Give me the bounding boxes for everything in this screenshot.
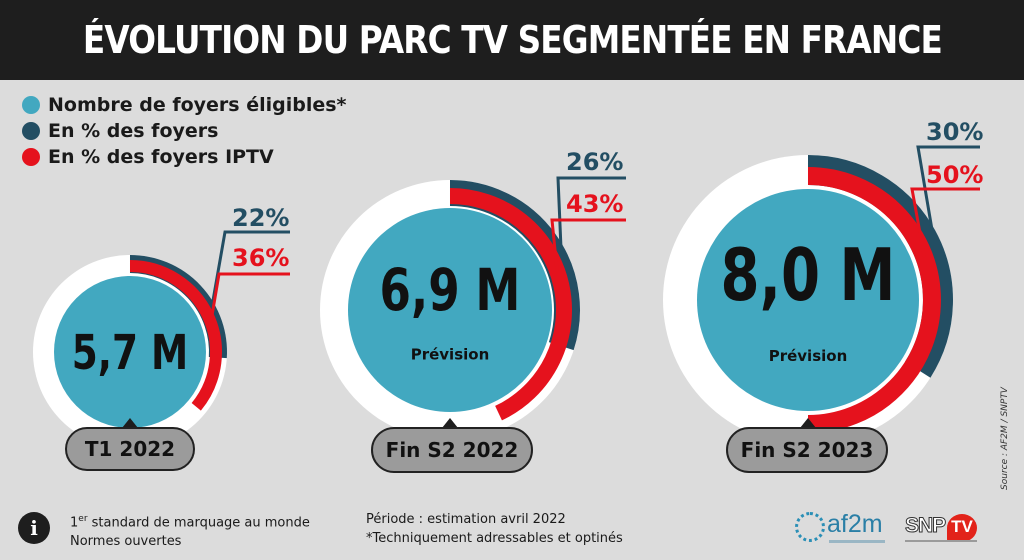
category-pointer [800,418,816,428]
prevision-label: Prévision [769,347,848,365]
legend-item-pct-foyers-iptv: En % des foyers IPTV [22,144,346,170]
value-label-foyers-eligibles: 5,7 M [72,325,189,381]
footer-standard-text: 1er standard de marquage au monde Normes… [70,510,310,551]
category-pill [371,427,533,473]
pct-foyers-iptv-label: 50% [926,161,983,189]
footer-normes-text: Normes ouvertes [70,534,182,550]
legend-dot-pct-foyers-iptv [22,148,40,166]
legend-dot-foyers-eligibles [22,96,40,114]
info-icon: i [18,512,50,544]
core-foyers-eligibles [697,189,919,411]
legend-dot-pct-foyers [22,122,40,140]
pct-foyers-iptv-label: 43% [566,190,623,218]
footer: i 1er standard de marquage au monde Norm… [0,500,1024,560]
footer-note: *Techniquement adressables et optinés [366,531,623,546]
donut-group-2: 6,9 M Prévision 26% 43% Fin S2 2022 [320,148,626,473]
value-label-foyers-eligibles: 6,9 M [380,258,521,325]
footer-standard-rest: standard de marquage au monde [87,515,310,531]
snptv-logo-tv: TV [951,517,973,536]
legend-label: En % des foyers [48,120,219,142]
snptv-logo-text: SNP [904,514,946,538]
source-note: Source : AF2M / SNPTV [1000,387,1010,490]
value-label-foyers-eligibles: 8,0 M [721,234,896,318]
donut-group-1: 5,7 M 22% 36% T1 2022 [33,204,290,471]
leader-line-pct-foyers-iptv [209,272,290,323]
af2m-logo: af2m [795,508,895,548]
snptv-logo-badge: TV [947,514,977,542]
core-foyers-eligibles [54,276,206,428]
legend-item-foyers-eligibles: Nombre de foyers éligibles* [22,92,346,118]
footer-standard-sup: er [78,514,88,524]
legend-label: Nombre de foyers éligibles* [48,94,347,116]
legend-label: En % des foyers IPTV [48,146,274,168]
radial-bar-chart: 5,7 M 22% 36% T1 2022 6,9 M Prévision 26% 43% Fi… [33,118,983,473]
pct-foyers-iptv-label: 36% [232,244,289,272]
category-pill [65,427,195,471]
pct-foyers-label: 30% [926,118,983,146]
arc-pct-foyers-iptv [129,260,222,411]
category-pointer [122,418,138,428]
category-pill [726,427,888,473]
legend: Nombre de foyers éligibles* En % des foy… [22,92,346,170]
arc-pct-foyers-iptv [807,167,941,433]
prevision-label: Prévision [411,345,490,363]
title-bar: ÉVOLUTION DU PARC TV SEGMENTÉE EN FRANCE [0,0,1024,80]
footer-standard-prefix: 1 [70,515,79,531]
snptv-logo: SNP TV [903,514,983,544]
af2m-logo-text: af2m [827,510,883,538]
category-label: Fin S2 2022 [386,438,519,462]
af2m-logo-tagline-mark [829,540,885,543]
legend-item-pct-foyers: En % des foyers [22,118,346,144]
chart-title: ÉVOLUTION DU PARC TV SEGMENTÉE EN FRANCE [82,18,942,62]
donut-group-3: 8,0 M Prévision 30% 50% Fin S2 2023 [663,118,983,473]
leader-line-pct-foyers [916,145,980,229]
leader-line-pct-foyers-iptv [910,187,980,258]
category-pointer [442,418,458,428]
af2m-logo-ring-icon [795,512,825,542]
leader-line-pct-foyers [556,176,626,247]
category-label: T1 2022 [85,437,175,461]
leader-line-pct-foyers-iptv [550,218,626,272]
pct-foyers-label: 26% [566,148,623,176]
arc-pct-foyers-iptv [449,188,572,421]
category-label: Fin S2 2023 [741,438,874,462]
snptv-logo-tagline-mark [905,540,977,542]
footer-periode-text: Période : estimation avril 2022 *Techniq… [366,510,623,548]
pct-foyers-label: 22% [232,204,289,232]
footer-periode: Période : estimation avril 2022 [366,512,566,527]
core-foyers-eligibles [348,208,552,412]
